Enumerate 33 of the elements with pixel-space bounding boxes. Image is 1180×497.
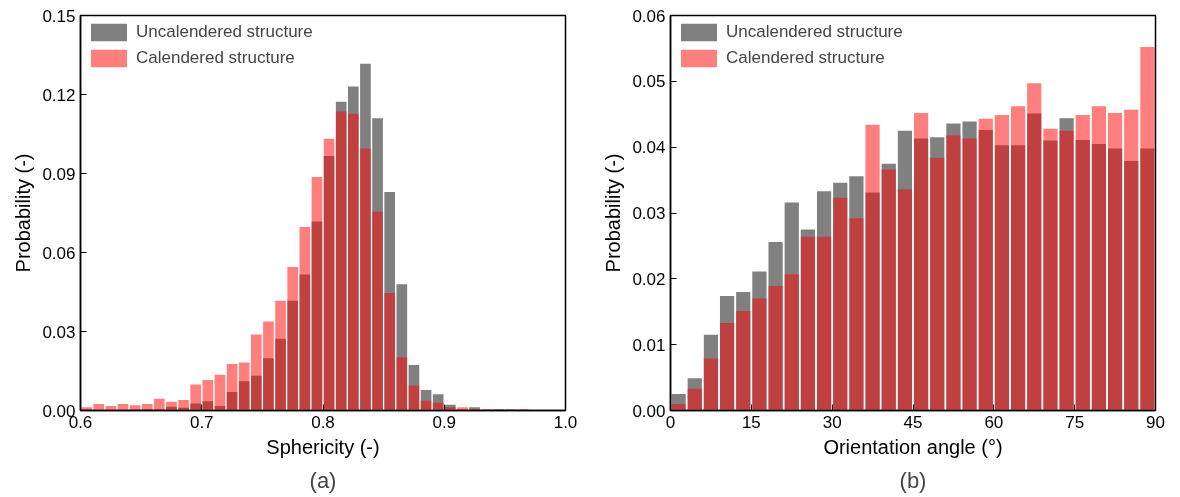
x-tick-label: 45 [903, 412, 923, 432]
x-tick-label: 1.0 [553, 412, 578, 432]
y-axis-title: Probability (-) [12, 153, 35, 273]
legend-label: Calendered structure [136, 48, 295, 68]
x-tick-label: 75 [1065, 412, 1085, 432]
x-axis-title: Orientation angle (°) [823, 435, 1003, 458]
x-axis-title: Sphericity (-) [266, 435, 380, 458]
y-tick-label: 0.06 [42, 243, 76, 263]
y-tick-label: 0.04 [632, 138, 666, 158]
legend-label: Uncalendered structure [726, 22, 903, 42]
text: (b) [899, 467, 927, 493]
y-tick-label: 0.02 [632, 269, 666, 289]
y-tick-label: 0.12 [42, 85, 76, 105]
y-tick-label: 0.05 [632, 72, 666, 92]
legend-label: Calendered structure [726, 48, 885, 68]
text: (a) [309, 467, 337, 493]
y-tick-label: 0.03 [632, 204, 666, 223]
x-tick-label: 60 [984, 412, 1004, 432]
x-tick-label: 15 [741, 412, 761, 432]
y-tick-label: 0.01 [632, 335, 666, 355]
y-tick-label: 0.06 [632, 6, 666, 26]
x-tick-label: 0 [665, 412, 676, 432]
y-axis-title: Probability (-) [602, 153, 625, 273]
x-tick-label: 30 [822, 412, 842, 432]
y-tick-label: 0.00 [632, 401, 666, 421]
y-tick-label: 0.09 [42, 164, 76, 184]
x-tick-label: 0.8 [311, 412, 335, 432]
y-tick-label: 0.03 [42, 322, 76, 342]
x-tick-label: 0.9 [432, 412, 457, 432]
legend-label: Uncalendered structure [136, 22, 313, 42]
x-tick-label: 90 [1146, 412, 1165, 432]
x-tick-label: 0.7 [189, 412, 214, 432]
y-tick-label: 0.15 [42, 6, 76, 26]
